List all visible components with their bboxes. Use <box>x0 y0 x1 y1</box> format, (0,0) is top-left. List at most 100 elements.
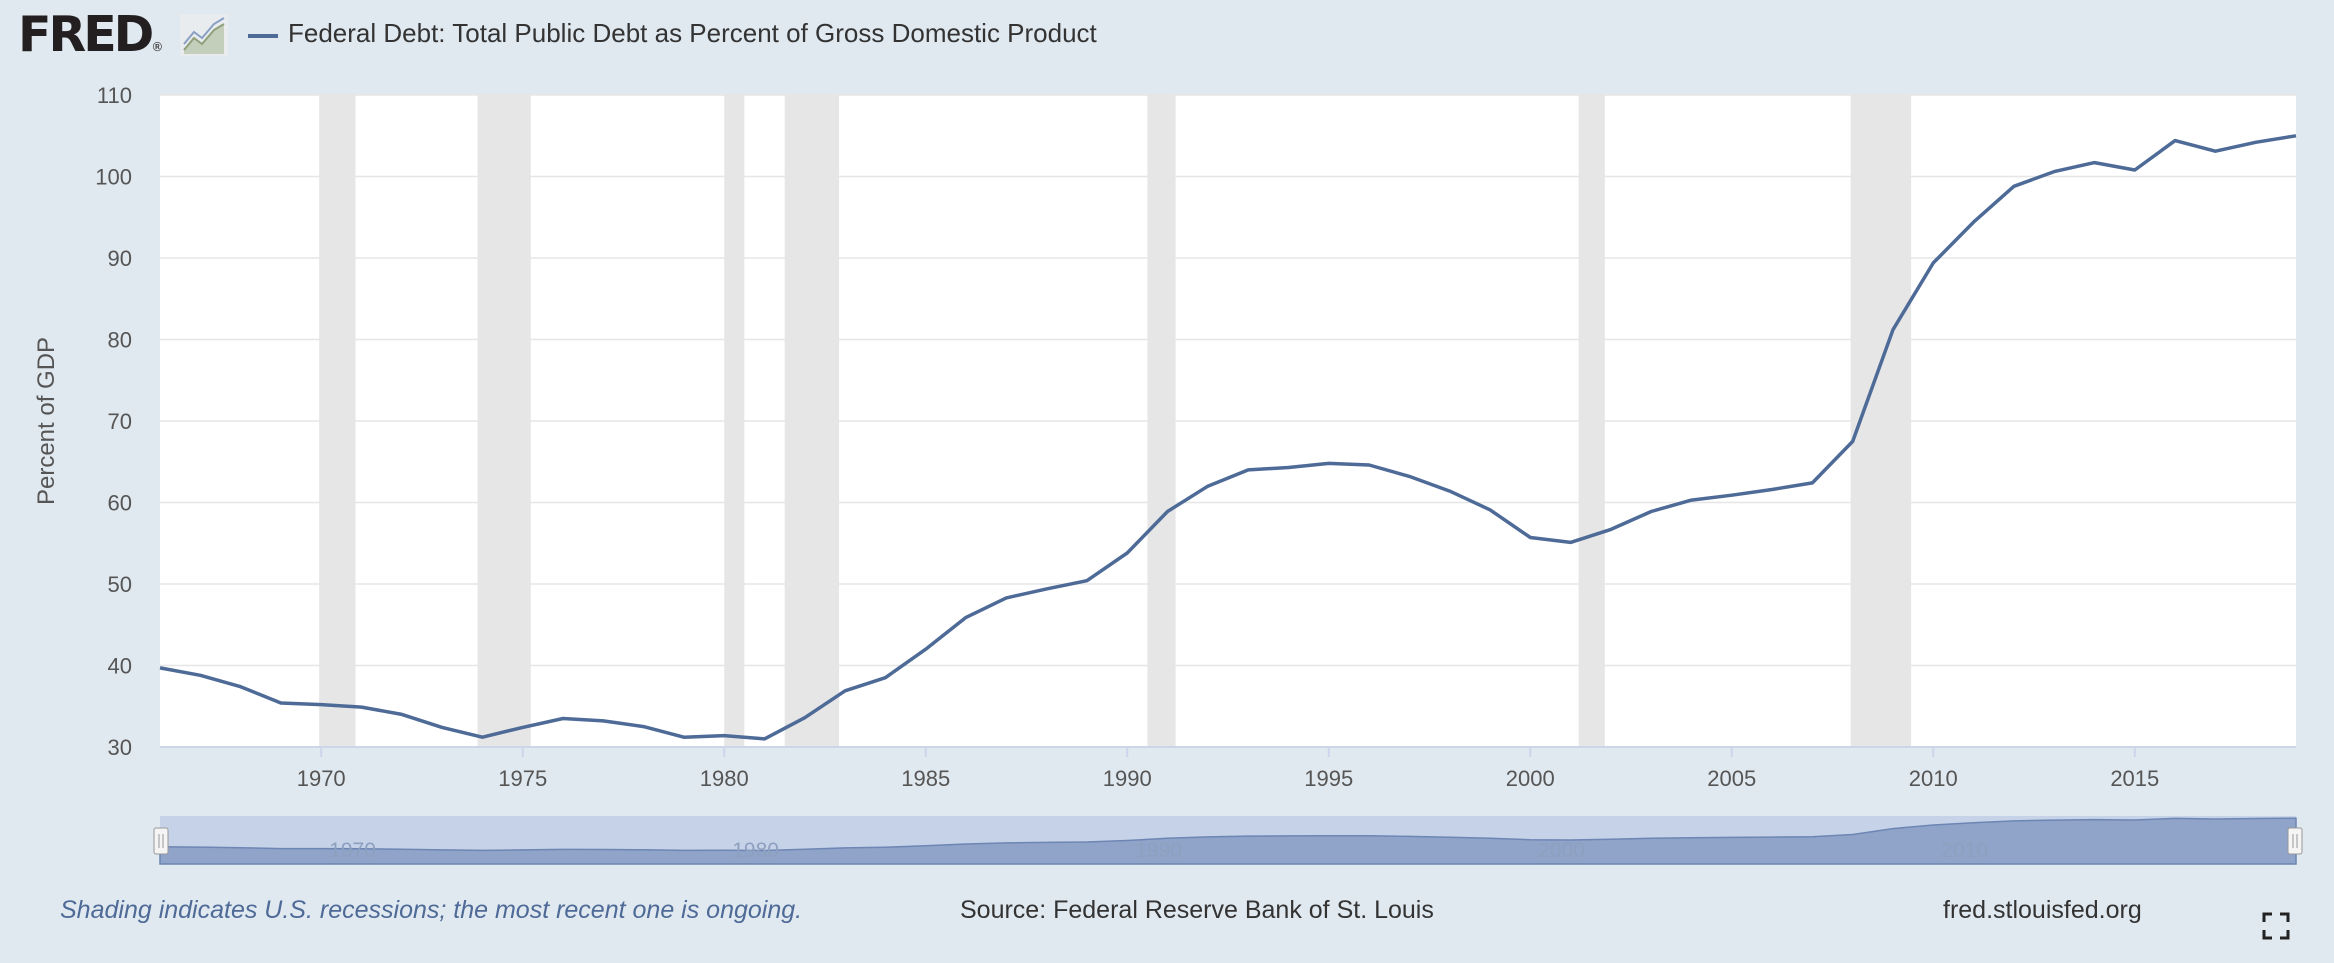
y-tick-label: 30 <box>108 735 132 760</box>
data-point <box>1407 474 1412 479</box>
data-point <box>883 675 888 680</box>
navigator-right-handle[interactable] <box>2287 827 2303 855</box>
data-point <box>1971 220 1976 225</box>
navigator-ticks: 1970 1980 1990 2000 2010 <box>329 839 1988 862</box>
navigator-tick-label: 1970 <box>329 839 376 862</box>
x-axis-ticks: 1970 1975 1980 1985 1990 1995 2000 2005 2010 2015 <box>297 747 2159 791</box>
recession-note: Shading indicates U.S. recessions; the m… <box>60 896 803 924</box>
fred-logo[interactable]: FRED® <box>18 6 163 63</box>
site-link[interactable]: fred.stlouisfed.org <box>1943 896 2142 924</box>
y-tick-label: 80 <box>108 328 132 353</box>
y-axis-ticks: 30 40 50 60 70 80 90 100 110 <box>95 83 132 760</box>
data-point <box>1084 578 1089 583</box>
data-point <box>1286 465 1291 470</box>
data-point <box>359 705 364 710</box>
x-tick-label: 2005 <box>1707 766 1756 791</box>
navigator-tick-label: 2010 <box>1941 839 1988 862</box>
data-point <box>1326 461 1331 466</box>
x-tick-label: 1975 <box>498 766 547 791</box>
data-point <box>1487 507 1492 512</box>
data-point <box>1770 487 1775 492</box>
data-point <box>2011 184 2016 189</box>
x-tick-label: 2015 <box>2110 766 2159 791</box>
data-point <box>1689 498 1694 503</box>
data-point <box>480 735 485 740</box>
data-point <box>1568 540 1573 545</box>
x-tick-label: 2010 <box>1909 766 1958 791</box>
data-point <box>1367 463 1372 468</box>
data-point <box>2052 169 2057 174</box>
data-point <box>1447 489 1452 494</box>
data-point <box>1246 467 1251 472</box>
data-point <box>520 725 525 730</box>
y-tick-label: 40 <box>108 654 132 679</box>
data-point <box>2132 167 2137 172</box>
data-point <box>440 725 445 730</box>
data-point <box>158 665 163 670</box>
navigator-left-handle[interactable] <box>153 827 169 855</box>
chart-title: Federal Debt: Total Public Debt as Perce… <box>288 18 1097 48</box>
data-point <box>319 702 324 707</box>
y-axis-label: Percent of GDP <box>33 337 60 505</box>
y-tick-label: 70 <box>108 409 132 434</box>
data-point <box>1850 439 1855 444</box>
data-point <box>2213 149 2218 154</box>
data-point <box>1125 551 1130 556</box>
data-point <box>1004 595 1009 600</box>
time-range-navigator[interactable]: 1970 1980 1990 2000 2010 <box>153 816 2303 865</box>
fred-logo-text: FRED <box>18 6 154 63</box>
data-point <box>2253 140 2258 145</box>
data-point <box>561 716 566 721</box>
data-point <box>641 724 646 729</box>
data-point <box>278 700 283 705</box>
navigator-area <box>159 817 2297 865</box>
navigator-tick-label: 1990 <box>1135 839 1182 862</box>
data-point <box>1044 586 1049 591</box>
chart-header: FRED® Federal Debt: Total Public Debt as… <box>0 0 2334 72</box>
data-point <box>762 736 767 741</box>
y-tick-label: 90 <box>108 246 132 271</box>
x-tick-label: 1980 <box>700 766 749 791</box>
data-point <box>1890 327 1895 332</box>
data-point <box>681 735 686 740</box>
data-point <box>1165 509 1170 514</box>
fullscreen-icon[interactable] <box>2262 912 2290 940</box>
data-point <box>722 733 727 738</box>
navigator-tick-label: 2000 <box>1538 839 1585 862</box>
series-line[interactable] <box>159 134 2297 741</box>
data-point <box>843 688 848 693</box>
legend-series-swatch <box>248 34 278 38</box>
data-point <box>1649 509 1654 514</box>
data-point <box>2173 138 2178 143</box>
data-point <box>802 715 807 720</box>
data-point <box>1205 484 1210 489</box>
x-tick-label: 2000 <box>1506 766 1555 791</box>
source-credit: Source: Federal Reserve Bank of St. Loui… <box>960 896 1434 924</box>
data-point <box>238 684 243 689</box>
y-tick-label: 60 <box>108 491 132 516</box>
registered-mark: ® <box>151 40 164 54</box>
data-point <box>1931 260 1936 265</box>
data-point <box>2294 133 2299 138</box>
x-tick-label: 1990 <box>1103 766 1152 791</box>
y-tick-label: 110 <box>97 83 132 108</box>
gridlines <box>160 94 2296 748</box>
data-point <box>601 718 606 723</box>
data-point <box>964 615 969 620</box>
data-point <box>1729 493 1734 498</box>
data-point <box>923 647 928 652</box>
navigator-tick-label: 1980 <box>732 839 779 862</box>
x-tick-label: 1995 <box>1304 766 1353 791</box>
data-point <box>399 712 404 717</box>
y-tick-label: 50 <box>108 572 132 597</box>
chart: 30 40 50 60 70 80 90 100 110 1970 1975 1980 1985 199… <box>33 83 2303 865</box>
x-tick-label: 1970 <box>297 766 346 791</box>
trend-chart-icon <box>180 14 228 56</box>
data-point <box>1810 480 1815 485</box>
data-point <box>1528 535 1533 540</box>
data-point <box>198 673 203 678</box>
data-point <box>2092 160 2097 165</box>
data-point <box>1608 527 1613 532</box>
x-tick-label: 1985 <box>901 766 950 791</box>
y-tick-label: 100 <box>95 165 132 190</box>
